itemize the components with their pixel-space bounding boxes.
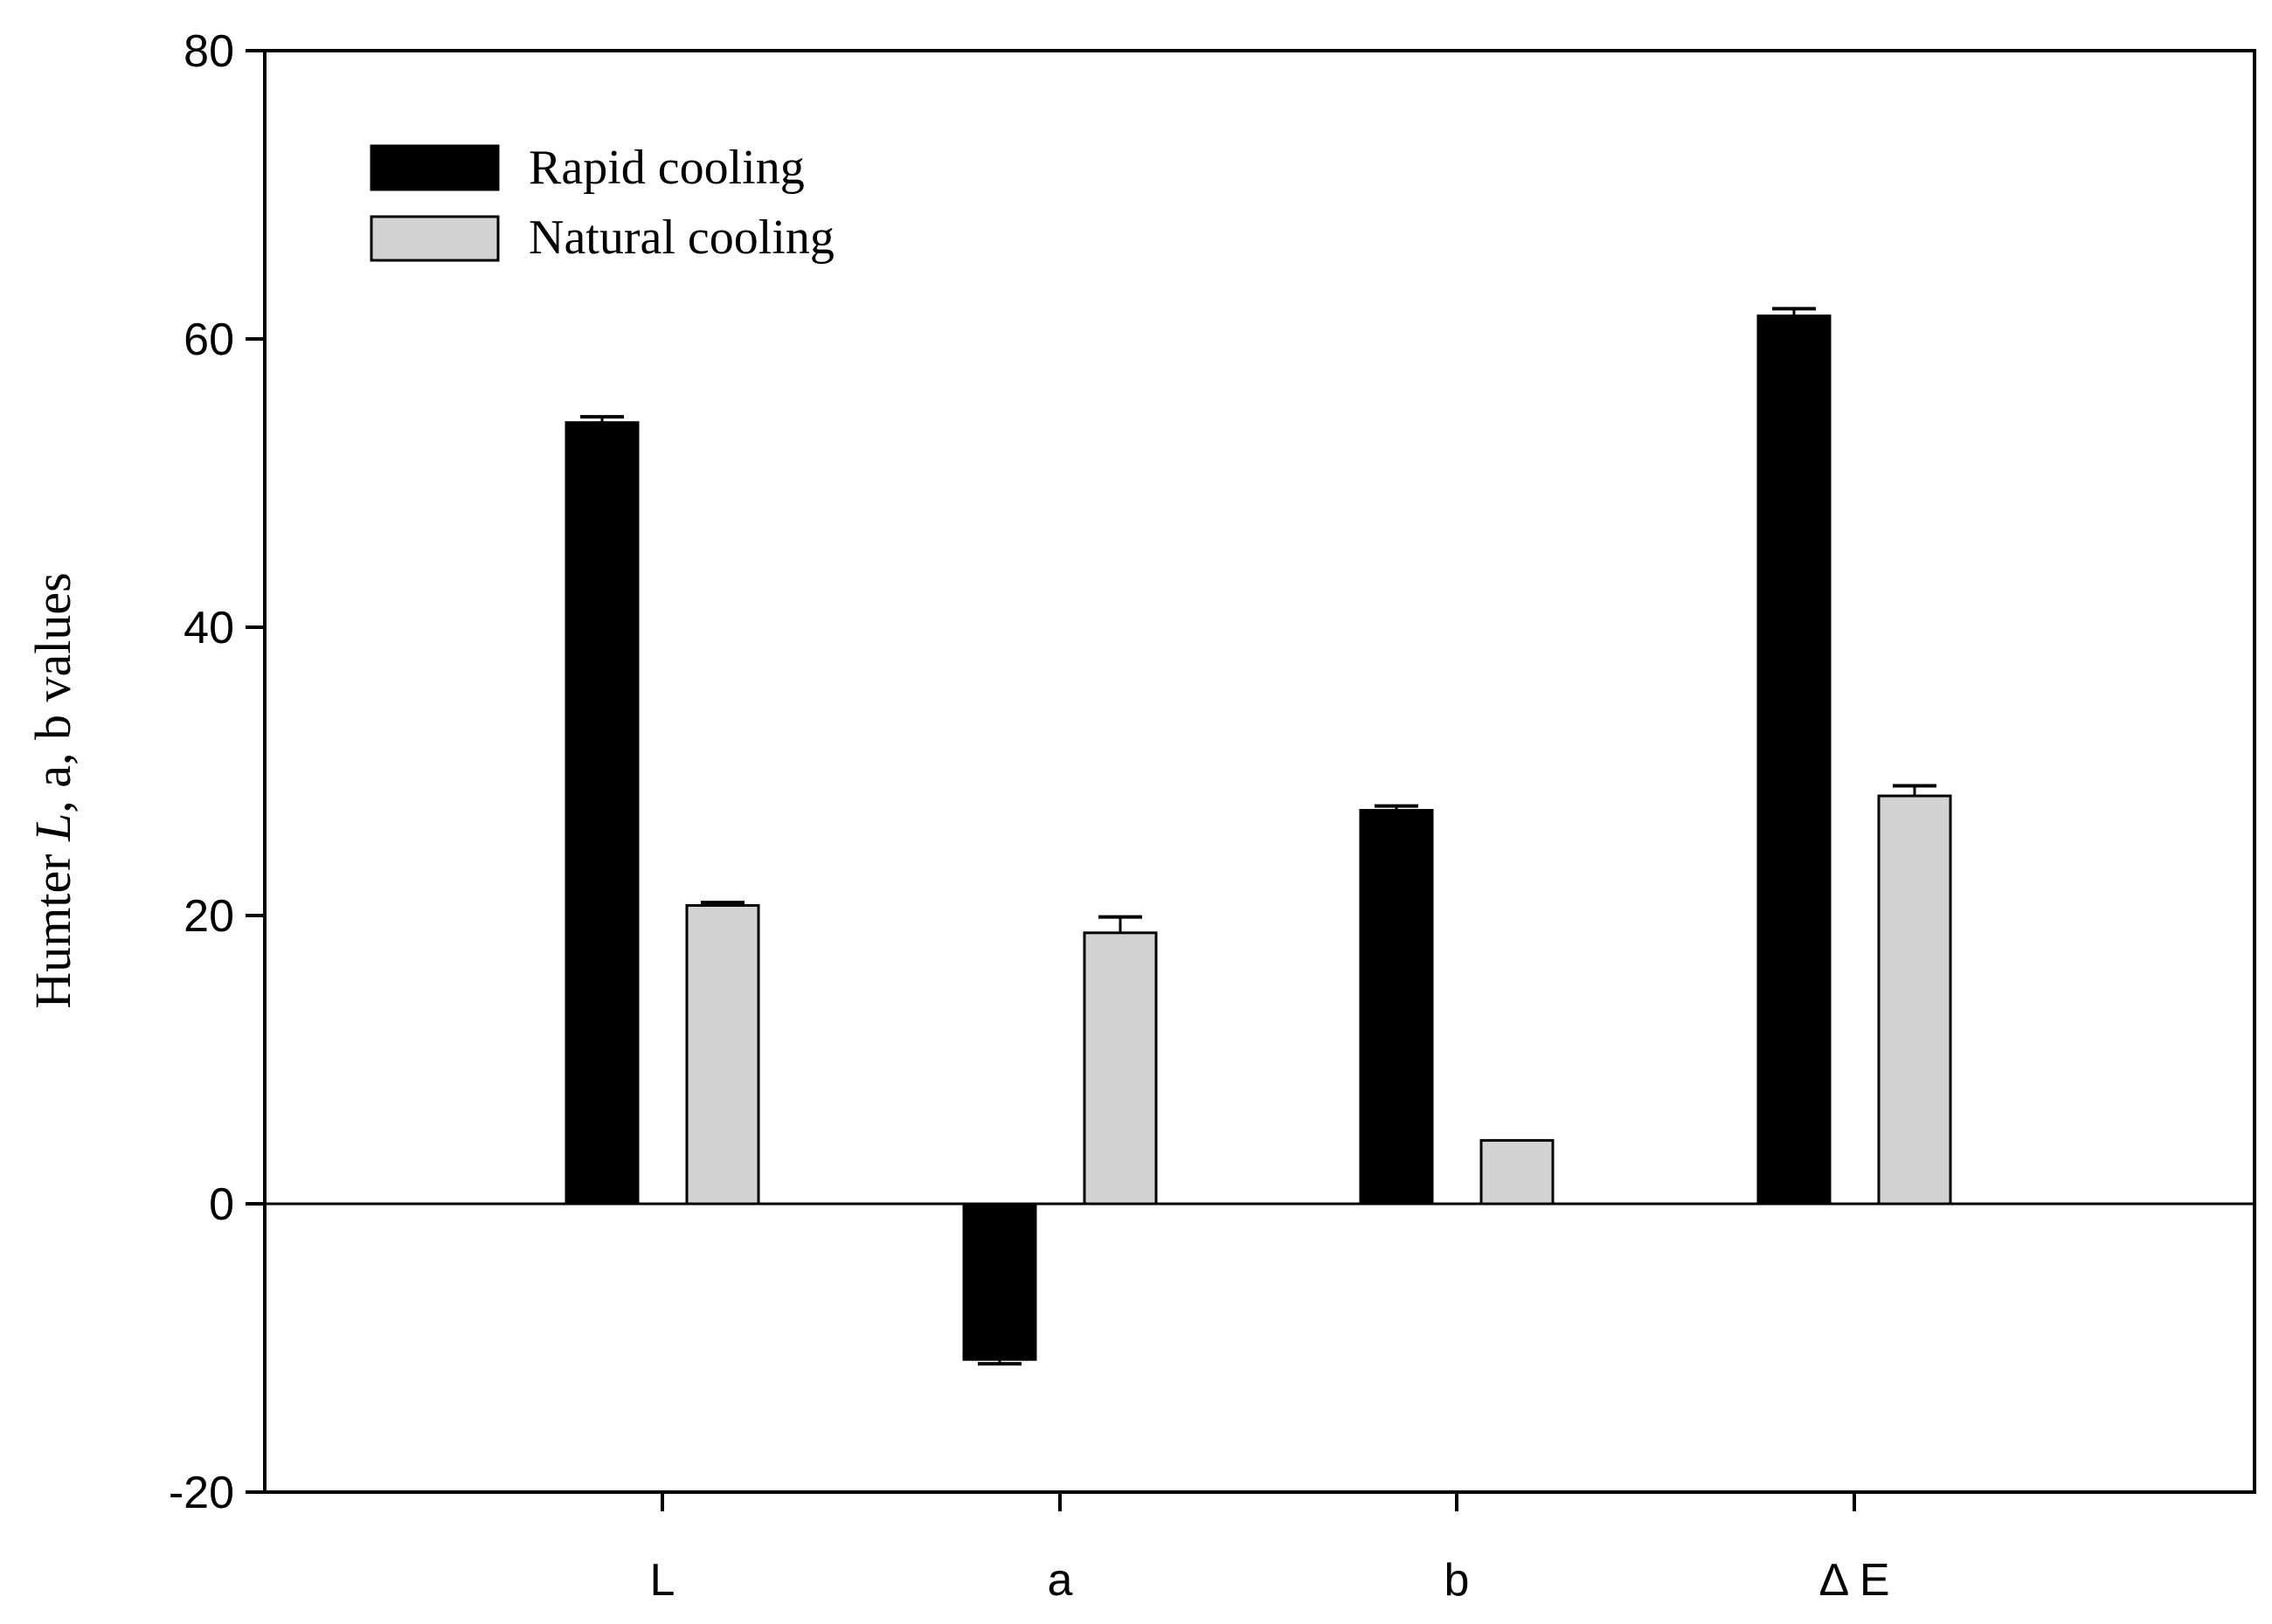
x-tick-label: b — [1444, 1555, 1470, 1606]
bar-rapid-cooling — [962, 1202, 1037, 1361]
y-tick-label: 60 — [184, 314, 234, 365]
x-tick-label: L — [650, 1555, 675, 1606]
x-tick-label: a — [1048, 1555, 1073, 1606]
bar-natural-cooling — [1083, 931, 1158, 1206]
bar-natural-cooling — [1877, 794, 1952, 1206]
y-tick-label: 80 — [184, 26, 234, 77]
y-tick-label: -20 — [169, 1468, 234, 1518]
legend-swatch-natural-cooling — [370, 215, 500, 262]
bar-natural-cooling — [685, 903, 760, 1206]
legend-swatch-rapid-cooling — [370, 144, 500, 191]
y-tick-label: 0 — [209, 1179, 234, 1230]
legend: Rapid cooling Natural cooling — [370, 141, 835, 265]
error-bars — [580, 307, 1936, 1366]
legend-label-natural-cooling: Natural cooling — [529, 211, 835, 265]
bar-natural-cooling — [1479, 1138, 1555, 1206]
plot-frame — [263, 49, 2256, 1494]
legend-label-rapid-cooling: Rapid cooling — [529, 141, 805, 195]
bars — [565, 314, 1952, 1361]
x-tick-label: Δ E — [1819, 1555, 1890, 1606]
bar-rapid-cooling — [565, 421, 640, 1206]
y-axis-label: Humter L, a, b values — [24, 572, 81, 1008]
y-tick-label: 40 — [184, 603, 234, 653]
bar-rapid-cooling — [1359, 809, 1434, 1206]
bar-rapid-cooling — [1756, 314, 1832, 1206]
y-axis: -20 0 20 40 60 80 — [169, 26, 265, 1518]
y-tick-label: 20 — [184, 891, 234, 942]
